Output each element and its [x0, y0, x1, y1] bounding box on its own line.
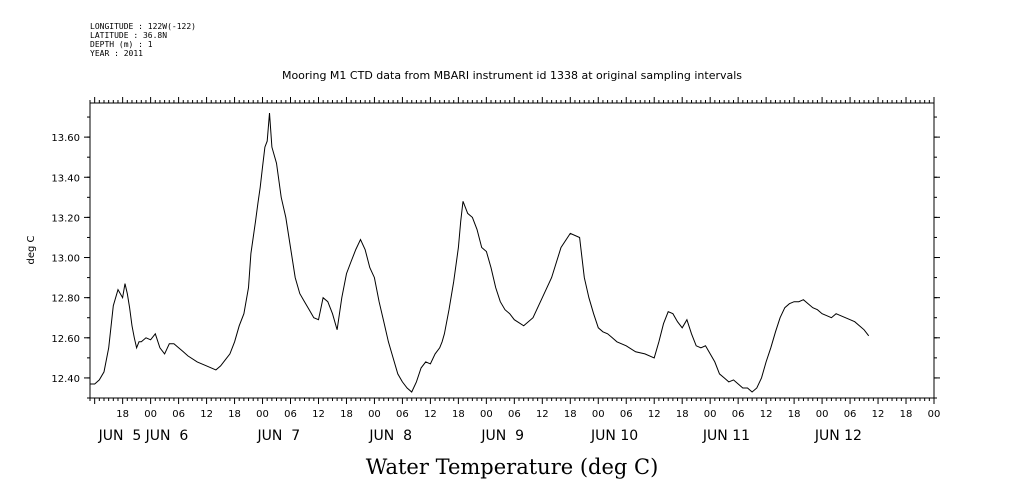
y-tick-label: 13.40: [51, 173, 80, 184]
x-hour-label: 06: [620, 409, 633, 420]
x-hour-label: 06: [508, 409, 521, 420]
plot-frame: [89, 102, 935, 399]
y-tick-label: 12.60: [51, 334, 80, 345]
x-hour-label: 18: [900, 409, 913, 420]
meta-year: YEAR : 2011: [90, 49, 143, 58]
x-hour-label: 06: [732, 409, 745, 420]
x-hour-label: 12: [760, 409, 773, 420]
y-tick-label: 13.20: [51, 213, 80, 224]
x-day-label: JUN 12: [814, 428, 862, 444]
y-axis: 12.40 12.60 12.80 13.00 13.20 13.40 13.60: [51, 116, 940, 399]
header-meta: LONGITUDE : 122W(-122) LATITUDE : 36.8N …: [90, 22, 196, 58]
x-day-label: JUN 7: [257, 428, 301, 444]
x-hour-label: 00: [704, 409, 717, 420]
x-day-label: JUN 6: [145, 428, 189, 444]
chart-title: Mooring M1 CTD data from MBARI instrumen…: [282, 69, 742, 82]
x-hour-label: 18: [340, 409, 353, 420]
x-hour-label: 00: [480, 409, 493, 420]
x-hour-label: 18: [788, 409, 801, 420]
x-day-label: JUN 5: [98, 428, 142, 444]
x-hour-label: 00: [928, 409, 941, 420]
x-axis: 18 00 06 12 18 00 06 12 18 00 06 12 18 00 06 12 18 00 06 12…: [98, 409, 941, 444]
x-hour-label: 00: [368, 409, 381, 420]
y-tick-label: 13.60: [51, 133, 80, 144]
minor-ticks: [89, 97, 935, 404]
x-day-label: JUN 11: [702, 428, 750, 444]
x-hour-label: 18: [564, 409, 577, 420]
x-hour-label: 00: [816, 409, 829, 420]
series-layer: [90, 112, 870, 393]
x-axis-label: Water Temperature (deg C): [366, 455, 659, 479]
x-hour-label: 18: [676, 409, 689, 420]
x-hour-label: 00: [592, 409, 605, 420]
x-hour-label: 00: [256, 409, 269, 420]
series-line-0: [90, 112, 870, 393]
x-hour-label: 18: [228, 409, 241, 420]
x-hour-label: 06: [844, 409, 857, 420]
x-hour-label: 12: [424, 409, 437, 420]
x-hour-label: 18: [116, 409, 129, 420]
x-hour-label: 06: [396, 409, 409, 420]
x-hour-label: 00: [144, 409, 157, 420]
x-day-label: JUN 9: [480, 428, 524, 444]
y-axis-label: deg C: [26, 235, 37, 264]
y-tick-label: 13.00: [51, 254, 80, 265]
x-hour-label: 12: [648, 409, 661, 420]
x-hour-label: 12: [200, 409, 213, 420]
meta-longitude: LONGITUDE : 122W(-122): [90, 22, 196, 31]
x-day-label: JUN 10: [590, 428, 638, 444]
meta-latitude: LATITUDE : 36.8N: [90, 31, 167, 40]
x-hour-label: 06: [172, 409, 185, 420]
x-day-label: JUN 8: [368, 428, 412, 444]
x-hour-label: 18: [452, 409, 465, 420]
x-hour-label: 06: [284, 409, 297, 420]
x-hour-label: 12: [312, 409, 325, 420]
x-hour-label: 12: [536, 409, 549, 420]
y-tick-label: 12.80: [51, 294, 80, 305]
y-tick-label: 12.40: [51, 374, 80, 385]
x-hour-label: 12: [872, 409, 885, 420]
meta-depth: DEPTH (m) : 1: [90, 40, 153, 49]
